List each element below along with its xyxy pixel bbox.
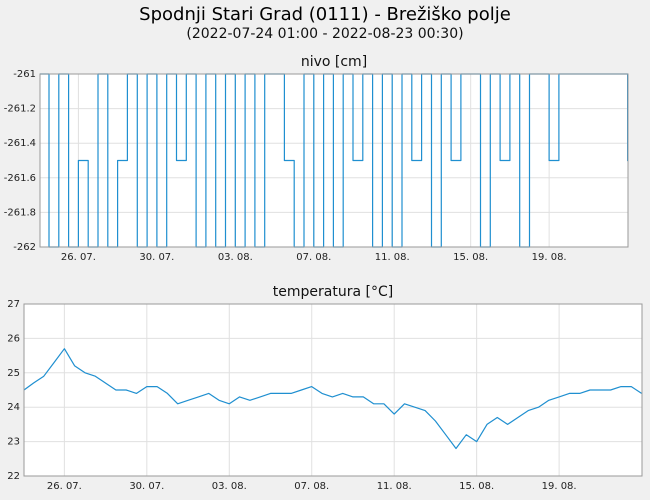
x-tick-label: 03. 08. <box>218 252 253 263</box>
x-tick-label: 15. 08. <box>453 252 488 263</box>
y-tick-label: -261.2 <box>4 104 36 115</box>
x-tick-label: 11. 08. <box>377 481 412 492</box>
y-tick-label: 27 <box>7 299 20 310</box>
x-tick-label: 19. 08. <box>542 481 577 492</box>
x-tick-label: 03. 08. <box>212 481 247 492</box>
plot-frame <box>23 303 643 477</box>
x-tick-label: 07. 08. <box>294 481 329 492</box>
x-tick-label: 26. 07. <box>47 481 82 492</box>
x-tick-label: 26. 07. <box>61 252 96 263</box>
x-tick-label: 11. 08. <box>375 252 410 263</box>
chart-subtitle: (2022-07-24 01:00 - 2022-08-23 00:30) <box>186 26 464 42</box>
y-tick-label: 26 <box>7 333 20 344</box>
chart-panel-1: nivo [cm] -262 -261.8 -261.6 -261.4 -261.2 -26… <box>4 54 629 263</box>
y-tick-label: 25 <box>7 368 20 379</box>
y-tick-label: 22 <box>7 471 20 482</box>
panel-title: nivo [cm] <box>301 54 367 70</box>
y-tick-label: -261.8 <box>4 207 36 218</box>
x-tick-label: 07. 08. <box>296 252 331 263</box>
chart-panel-2: temperatura [°C] 22 23 24 25 26 27 26. 07. 30. 0… <box>7 284 643 492</box>
y-tick-label: 23 <box>7 437 20 448</box>
x-tick-label: 30. 07. <box>139 252 174 263</box>
panel-title: temperatura [°C] <box>273 284 393 300</box>
y-tick-label: 24 <box>7 402 20 413</box>
plot-frame <box>39 73 629 248</box>
y-tick-label: -262 <box>13 242 36 253</box>
y-tick-label: -261.4 <box>4 138 36 149</box>
series-line <box>23 348 642 450</box>
y-tick-label: -261.6 <box>4 173 36 184</box>
chart-title: Spodnji Stari Grad (0111) - Brežiško pol… <box>139 4 511 25</box>
y-tick-label: -261 <box>13 69 36 80</box>
x-tick-label: 30. 07. <box>129 481 164 492</box>
x-tick-label: 15. 08. <box>459 481 494 492</box>
x-tick-label: 19. 08. <box>532 252 567 263</box>
